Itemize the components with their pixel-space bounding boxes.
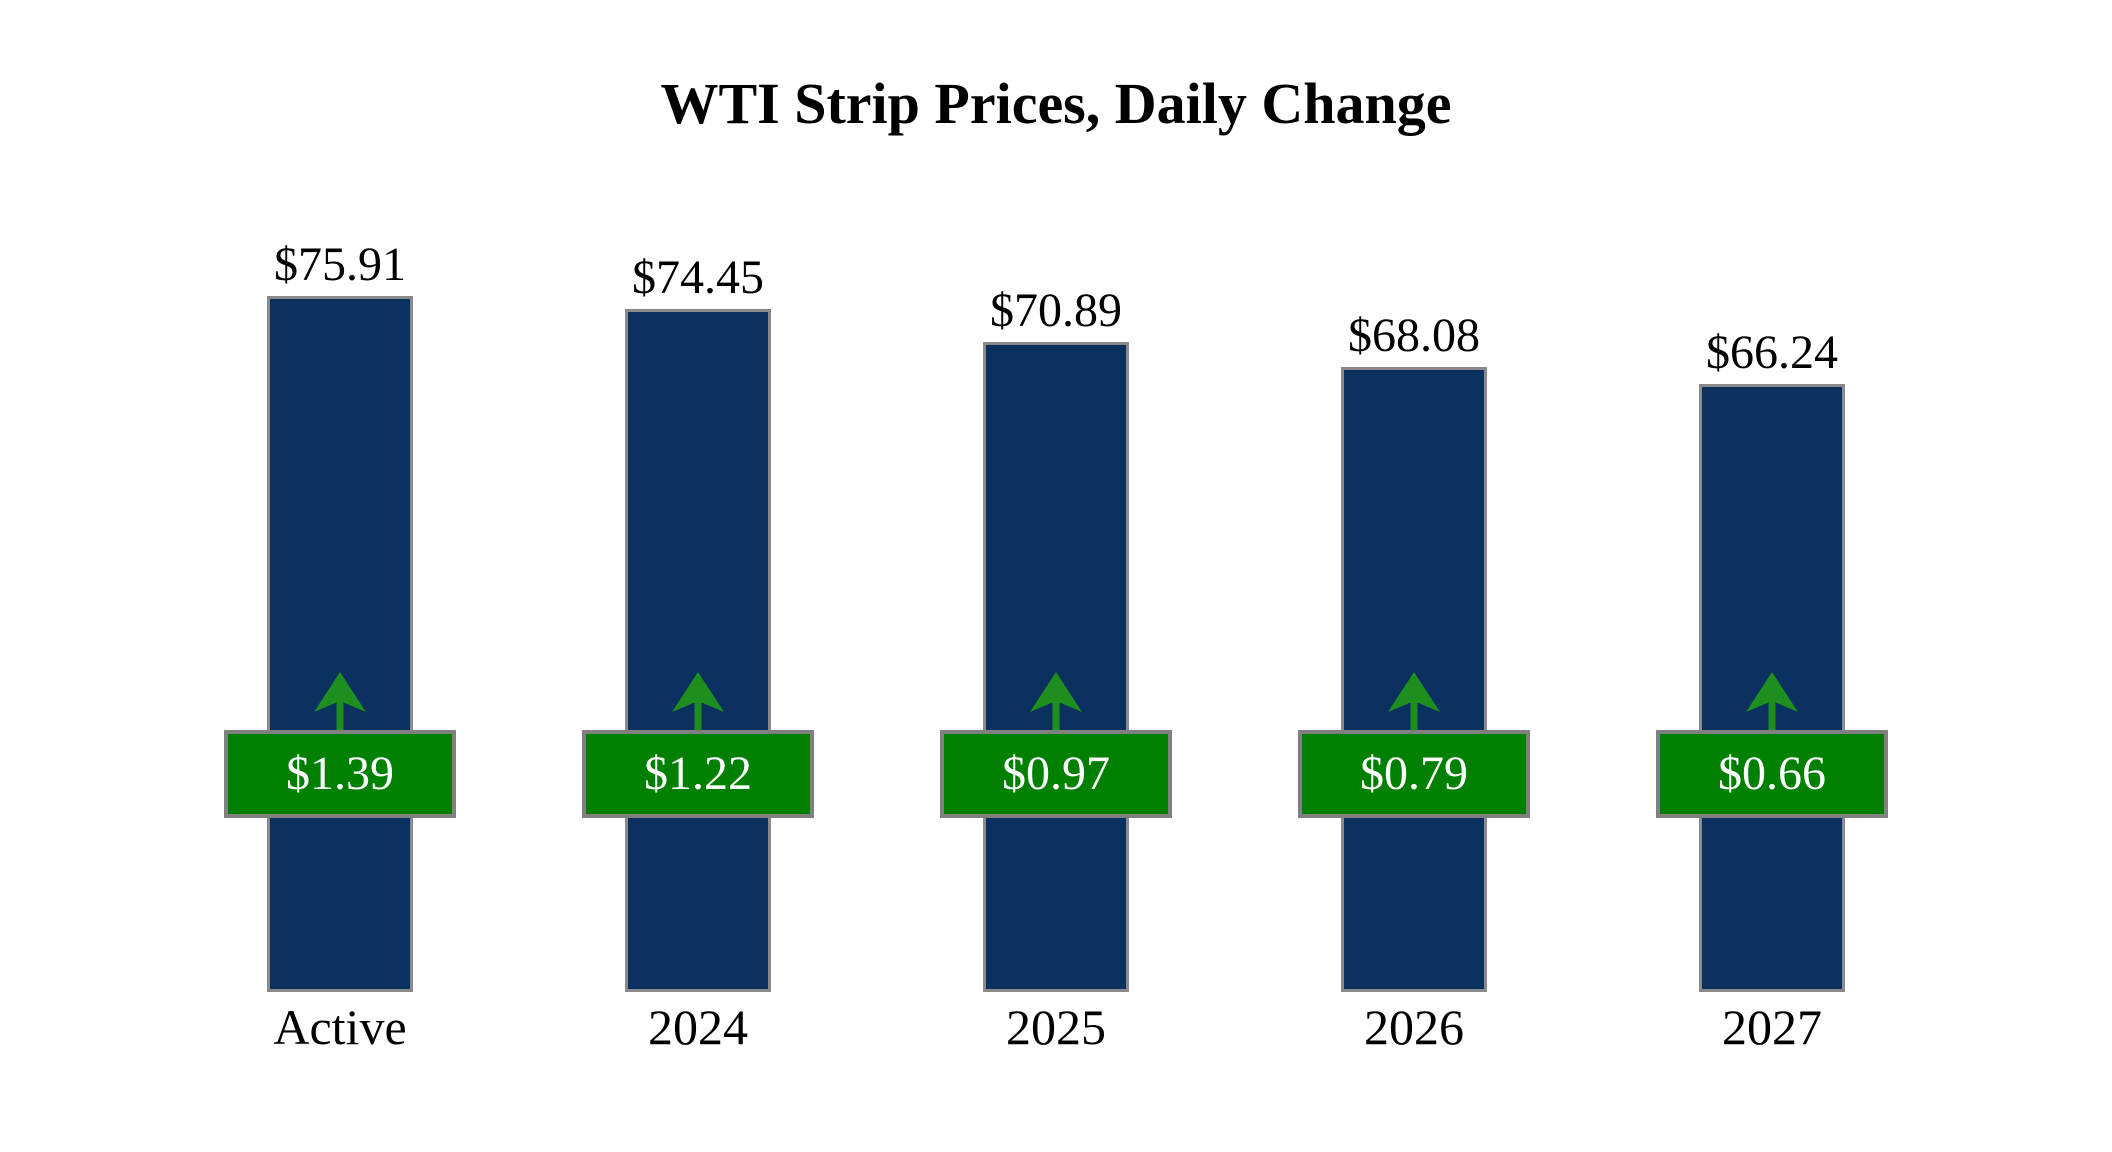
daily-change-label: $0.66	[1718, 747, 1826, 800]
category-label: 2025	[1006, 999, 1106, 1055]
price-label: $68.08	[1348, 308, 1480, 362]
bar-column: $70.89 $0.97 2025	[877, 0, 1235, 1152]
price-label: $66.24	[1706, 325, 1838, 379]
bar-chart: $75.91 $1.39 Active $74.45 $1.22 2024 $7…	[161, 0, 1951, 1152]
price-bar	[267, 296, 413, 992]
daily-change-badge: $1.22	[582, 730, 814, 818]
daily-change-label: $1.39	[286, 747, 394, 800]
bar-column: $68.08 $0.79 2026	[1235, 0, 1593, 1152]
price-label: $74.45	[632, 250, 764, 304]
daily-change-badge: $0.97	[940, 730, 1172, 818]
bar-column: $75.91 $1.39 Active	[161, 0, 519, 1152]
category-label: 2024	[648, 999, 748, 1055]
chart-title: WTI Strip Prices, Daily Change	[660, 71, 1452, 136]
bar-column: $66.24 $0.66 2027	[1593, 0, 1951, 1152]
category-label: 2026	[1364, 999, 1464, 1055]
price-label: $75.91	[274, 237, 406, 291]
price-bar	[625, 309, 771, 992]
category-label: Active	[273, 999, 407, 1055]
daily-change-badge: $1.39	[224, 730, 456, 818]
up-arrow-icon	[1030, 672, 1082, 730]
bar-column: $74.45 $1.22 2024	[519, 0, 877, 1152]
daily-change-label: $0.79	[1360, 747, 1468, 800]
daily-change-badge: $0.66	[1656, 730, 1888, 818]
up-arrow-icon	[314, 672, 366, 730]
price-bar	[983, 342, 1129, 992]
category-label: 2027	[1722, 999, 1822, 1055]
up-arrow-icon	[1746, 672, 1798, 730]
price-label: $70.89	[990, 283, 1122, 337]
daily-change-label: $1.22	[644, 747, 752, 800]
up-arrow-icon	[672, 672, 724, 730]
daily-change-badge: $0.79	[1298, 730, 1530, 818]
daily-change-label: $0.97	[1002, 747, 1110, 800]
up-arrow-icon	[1388, 672, 1440, 730]
